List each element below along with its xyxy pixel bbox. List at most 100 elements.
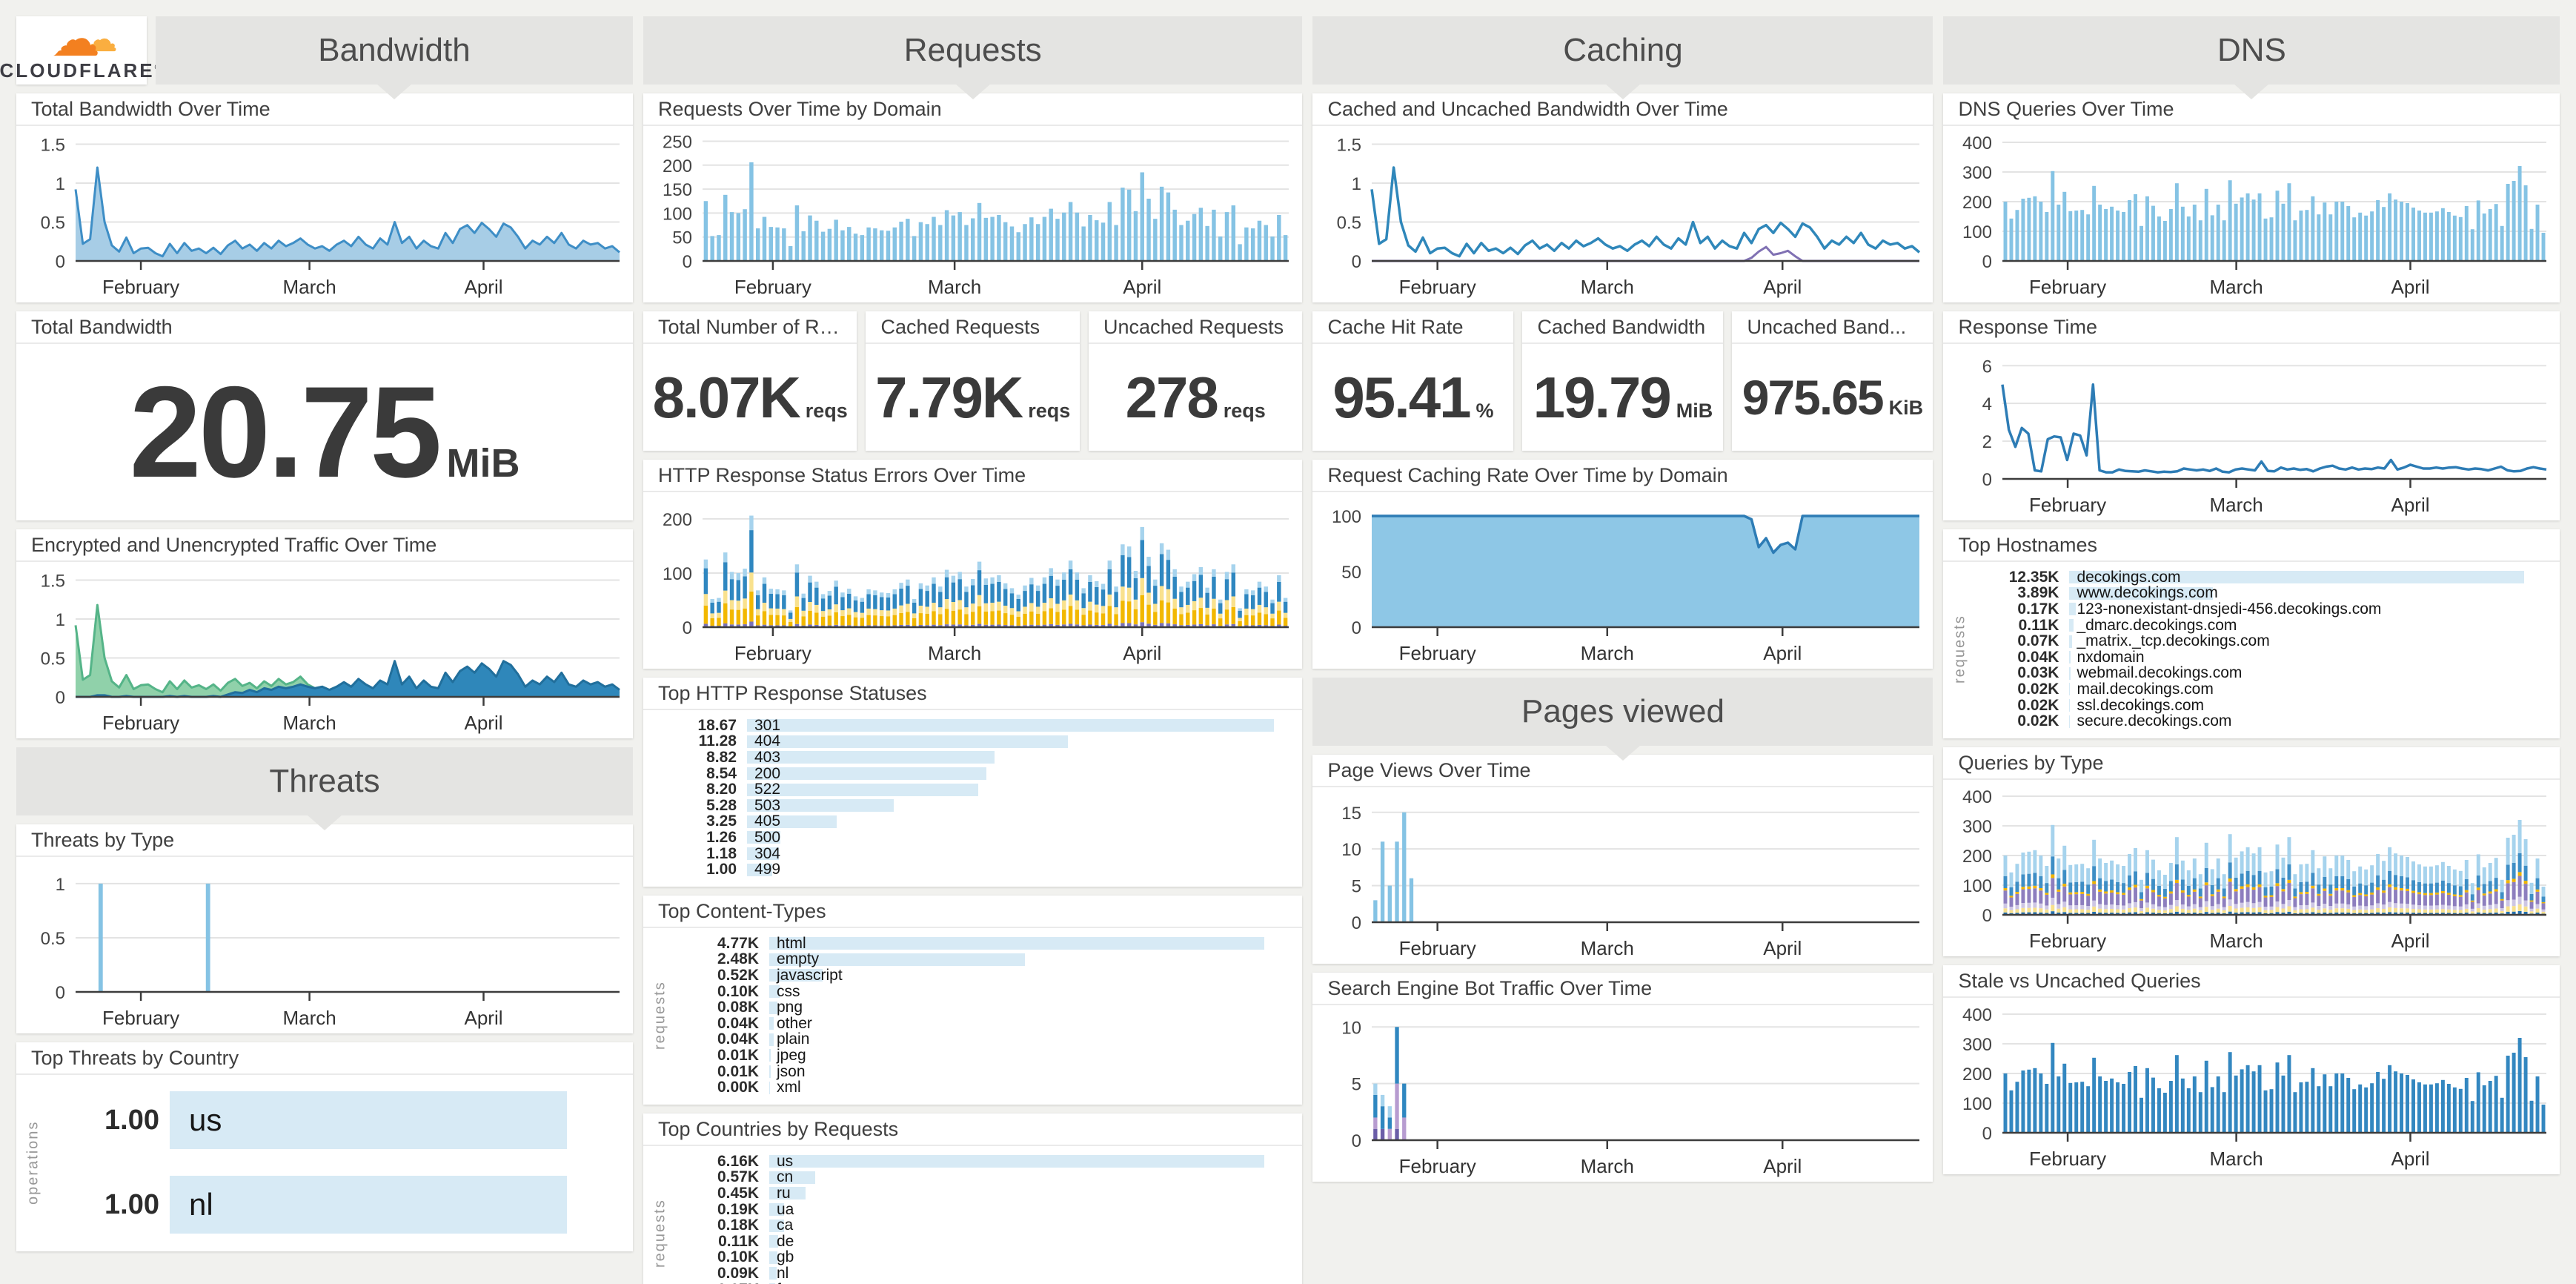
y-axis-label: requests xyxy=(1951,615,1968,684)
list-row[interactable]: 1.00 nl xyxy=(44,1171,621,1239)
row-bar-track: www.decokings.com xyxy=(2069,584,2548,601)
svg-text:400: 400 xyxy=(1962,1005,1992,1025)
row-bar-track: javascript xyxy=(769,967,1290,984)
top-hostnames-list[interactable]: requests 12.35K decokings.com 3.89K www.deco… xyxy=(1943,562,2560,738)
list-row[interactable]: 0.11K de xyxy=(671,1233,1290,1250)
row-bar-track: 503 xyxy=(747,797,1290,814)
list-row[interactable]: 0.00K xml xyxy=(671,1079,1290,1096)
list-row[interactable]: 0.45K ru xyxy=(671,1185,1290,1202)
page-views-chart[interactable]: 0 5 10 15 February March April xyxy=(1312,787,1933,964)
bot-traffic-chart[interactable]: 0 5 10 February March April xyxy=(1312,1005,1933,1182)
stale-uncached-chart[interactable]: 0 100 200 300 400 February March April xyxy=(1943,998,2560,1174)
row-label: nxdomain xyxy=(2077,648,2145,666)
list-row[interactable]: 0.10K css xyxy=(671,983,1290,1000)
stat-title: Uncached Requests xyxy=(1088,311,1303,344)
card-bot-traffic: Search Engine Bot Traffic Over Time 0 5 10… xyxy=(1312,973,1933,1182)
dns-queries-chart[interactable]: 0 100 200 300 400 February March April xyxy=(1943,126,2560,302)
card-http-status-errors: HTTP Response Status Errors Over Time 0 1… xyxy=(643,460,1303,669)
row-value: 6.16K xyxy=(717,1152,759,1170)
top-http-statuses-list[interactable]: 18.67 301 11.28 404 8.82 403 8.54 200 8.20 522 5.2… xyxy=(643,710,1302,887)
list-row[interactable]: 0.02K secure.decokings.com xyxy=(1971,712,2548,730)
list-row[interactable]: 1.18 304 xyxy=(649,845,1290,862)
list-row[interactable]: 12.35K decokings.com xyxy=(1971,569,2548,586)
list-row[interactable]: 0.04K plain xyxy=(671,1030,1290,1048)
list-row[interactable]: 4.77K html xyxy=(671,935,1290,952)
list-row[interactable]: 2.48K empty xyxy=(671,950,1290,967)
section-header-dns[interactable]: DNS xyxy=(1943,16,2560,99)
svg-text:February: February xyxy=(1399,642,1476,664)
list-row[interactable]: 3.25 405 xyxy=(649,813,1290,830)
list-row[interactable]: 8.20 522 xyxy=(649,781,1290,798)
list-row[interactable]: 0.04K other xyxy=(671,1015,1290,1032)
list-row[interactable]: 0.11K _dmarc.decokings.com xyxy=(1971,617,2548,634)
svg-text:March: March xyxy=(928,276,981,298)
encrypted-traffic-chart[interactable]: 0 0.5 1 1.5 February March April xyxy=(16,562,633,738)
list-row[interactable]: 0.02K mail.decokings.com xyxy=(1971,681,2548,698)
top-threats-by-country-list[interactable]: operations 1.00 us 1.00 nl xyxy=(16,1075,633,1251)
row-bar xyxy=(769,1203,785,1217)
svg-text:April: April xyxy=(464,276,502,298)
list-row[interactable]: 0.10K gb xyxy=(671,1248,1290,1265)
row-label: nl xyxy=(777,1264,789,1282)
section-header-pages-viewed[interactable]: Pages viewed xyxy=(1312,678,1933,761)
row-label: secure.decokings.com xyxy=(2077,712,2232,730)
list-row[interactable]: 0.03K webmail.decokings.com xyxy=(1971,664,2548,681)
row-label: 123-nonexistant-dnsjedi-456.decokings.co… xyxy=(2077,600,2382,618)
list-row[interactable]: 8.82 403 xyxy=(649,749,1290,766)
total-bandwidth-over-time-chart[interactable]: 0 0.5 1 1.5 February March April xyxy=(16,126,633,302)
row-value: 0.04K xyxy=(2017,648,2059,666)
row-bar-track: 123-nonexistant-dnsjedi-456.decokings.co… xyxy=(2069,600,2548,618)
list-row[interactable]: 5.28 503 xyxy=(649,797,1290,814)
list-row[interactable]: 18.67 301 xyxy=(649,717,1290,734)
threats-by-type-chart[interactable]: 0 0.5 1 February March April xyxy=(16,857,633,1033)
list-row[interactable]: 1.00 499 xyxy=(649,861,1290,878)
queries-by-type-chart[interactable]: 0 100 200 300 400 February March April xyxy=(1943,780,2560,956)
top-countries-list[interactable]: requests 6.16K us 0.57K cn 0.45K ru 0.19K ua 0.18… xyxy=(643,1146,1302,1284)
list-row[interactable]: 11.28 404 xyxy=(649,732,1290,749)
svg-text:March: March xyxy=(1581,937,1634,959)
list-row[interactable]: 0.17K 123-nonexistant-dnsjedi-456.decokin… xyxy=(1971,600,2548,618)
list-row[interactable]: 6.16K us xyxy=(671,1152,1290,1170)
stat-value: 975.65 KiB xyxy=(1742,370,1924,425)
row-label: plain xyxy=(777,1030,810,1048)
section-header-caching[interactable]: Caching xyxy=(1312,16,1933,99)
row-label: 522 xyxy=(754,781,781,798)
list-row[interactable]: 0.02K ssl.decokings.com xyxy=(1971,697,2548,714)
list-row[interactable]: 0.52K javascript xyxy=(671,967,1290,984)
requests-over-time-chart[interactable]: 0 50 100 150 200 250 February March April xyxy=(643,126,1302,302)
column-dns: DNS DNS Queries Over Time 0 100 200 300 400 F… xyxy=(1943,16,2560,1284)
list-row[interactable]: 0.04K nxdomain xyxy=(1971,649,2548,666)
row-value: 0.52K xyxy=(717,966,759,984)
row-bar xyxy=(769,1187,806,1200)
section-header-threats[interactable]: Threats xyxy=(16,747,633,830)
row-label: ru xyxy=(777,1184,791,1202)
list-row[interactable]: 0.07K _matrix._tcp.decokings.com xyxy=(1971,632,2548,649)
http-status-errors-chart[interactable]: 0 100 200 February March April xyxy=(643,492,1302,669)
svg-text:200: 200 xyxy=(663,510,692,530)
list-row[interactable]: 0.01K jpeg xyxy=(671,1047,1290,1064)
list-row[interactable]: 3.89K www.decokings.com xyxy=(1971,584,2548,602)
list-row[interactable]: 0.09K nl xyxy=(671,1265,1290,1282)
list-row[interactable]: 0.01K json xyxy=(671,1063,1290,1080)
svg-text:April: April xyxy=(2391,494,2430,516)
section-header-bandwidth[interactable]: Bandwidth xyxy=(156,16,633,99)
row-bar-track: 301 xyxy=(747,717,1290,734)
svg-text:150: 150 xyxy=(663,180,692,200)
row-value: 3.89K xyxy=(2017,584,2059,602)
caching-rate-chart[interactable]: 0 50 100 February March April xyxy=(1312,492,1933,669)
list-row[interactable]: 0.19K ua xyxy=(671,1201,1290,1218)
list-row[interactable]: 0.08K png xyxy=(671,999,1290,1016)
svg-text:March: March xyxy=(282,712,336,734)
response-time-chart[interactable]: 0 2 4 6 February March April xyxy=(1943,344,2560,520)
list-row[interactable]: 8.54 200 xyxy=(649,764,1290,782)
top-content-types-list[interactable]: requests 4.77K html 2.48K empty 0.52K javascri… xyxy=(643,928,1302,1105)
list-row[interactable]: 0.18K ca xyxy=(671,1217,1290,1234)
card-title: Encrypted and Unencrypted Traffic Over T… xyxy=(16,529,633,562)
section-header-requests[interactable]: Requests xyxy=(643,16,1303,99)
list-row[interactable]: 0.57K cn xyxy=(671,1168,1290,1185)
list-row[interactable]: 1.26 500 xyxy=(649,829,1290,846)
list-row[interactable]: 1.00 us xyxy=(44,1086,621,1154)
stat-value: 8.07K reqs xyxy=(652,364,848,430)
cached-uncached-bandwidth-chart[interactable]: 0 0.5 1 1.5 February March April xyxy=(1312,126,1933,302)
row-label: 200 xyxy=(754,764,781,782)
